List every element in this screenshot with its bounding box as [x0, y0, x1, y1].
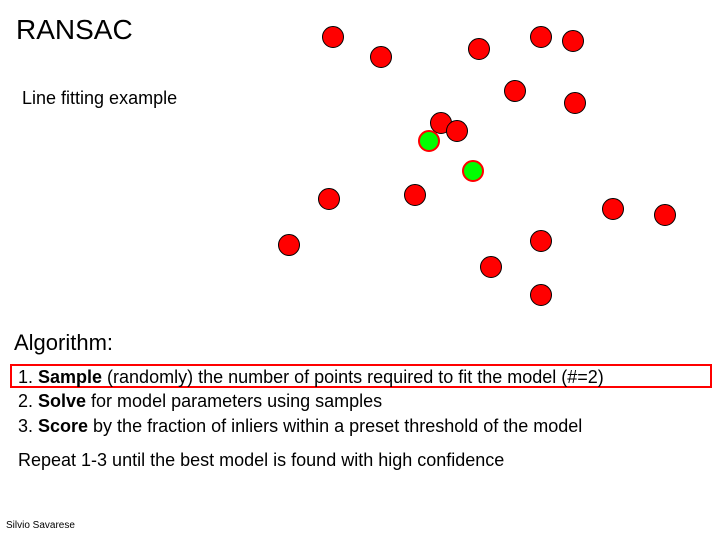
- data-point: [602, 198, 624, 220]
- algorithm-step: 3. Score by the fraction of inliers with…: [18, 415, 604, 438]
- algorithm-steps-list: 1. Sample (randomly) the number of point…: [18, 366, 604, 439]
- data-point: [318, 188, 340, 210]
- data-point: [530, 284, 552, 306]
- data-point: [564, 92, 586, 114]
- data-point: [370, 46, 392, 68]
- algorithm-step: 2. Solve for model parameters using samp…: [18, 390, 604, 413]
- step-number: 3.: [18, 416, 38, 436]
- data-point: [530, 230, 552, 252]
- data-point: [530, 26, 552, 48]
- data-point: [468, 38, 490, 60]
- step-text: (randomly) the number of points required…: [102, 367, 604, 387]
- data-point: [654, 204, 676, 226]
- step-number: 1.: [18, 367, 38, 387]
- page-title: RANSAC: [16, 14, 133, 46]
- repeat-instruction: Repeat 1-3 until the best model is found…: [18, 450, 504, 471]
- step-text: by the fraction of inliers within a pres…: [88, 416, 582, 436]
- step-keyword: Score: [38, 416, 88, 436]
- data-point: [322, 26, 344, 48]
- sample-point: [418, 130, 440, 152]
- subtitle: Line fitting example: [22, 88, 177, 109]
- sample-point: [462, 160, 484, 182]
- data-point: [278, 234, 300, 256]
- data-point: [404, 184, 426, 206]
- data-point: [504, 80, 526, 102]
- step-text: for model parameters using samples: [86, 391, 382, 411]
- step-keyword: Sample: [38, 367, 102, 387]
- algorithm-heading: Algorithm:: [14, 330, 113, 356]
- data-point: [562, 30, 584, 52]
- scatter-plot: [240, 20, 670, 310]
- step-number: 2.: [18, 391, 38, 411]
- step-keyword: Solve: [38, 391, 86, 411]
- data-point: [480, 256, 502, 278]
- attribution: Silvio Savarese: [6, 520, 75, 531]
- data-point: [446, 120, 468, 142]
- algorithm-step: 1. Sample (randomly) the number of point…: [18, 366, 604, 389]
